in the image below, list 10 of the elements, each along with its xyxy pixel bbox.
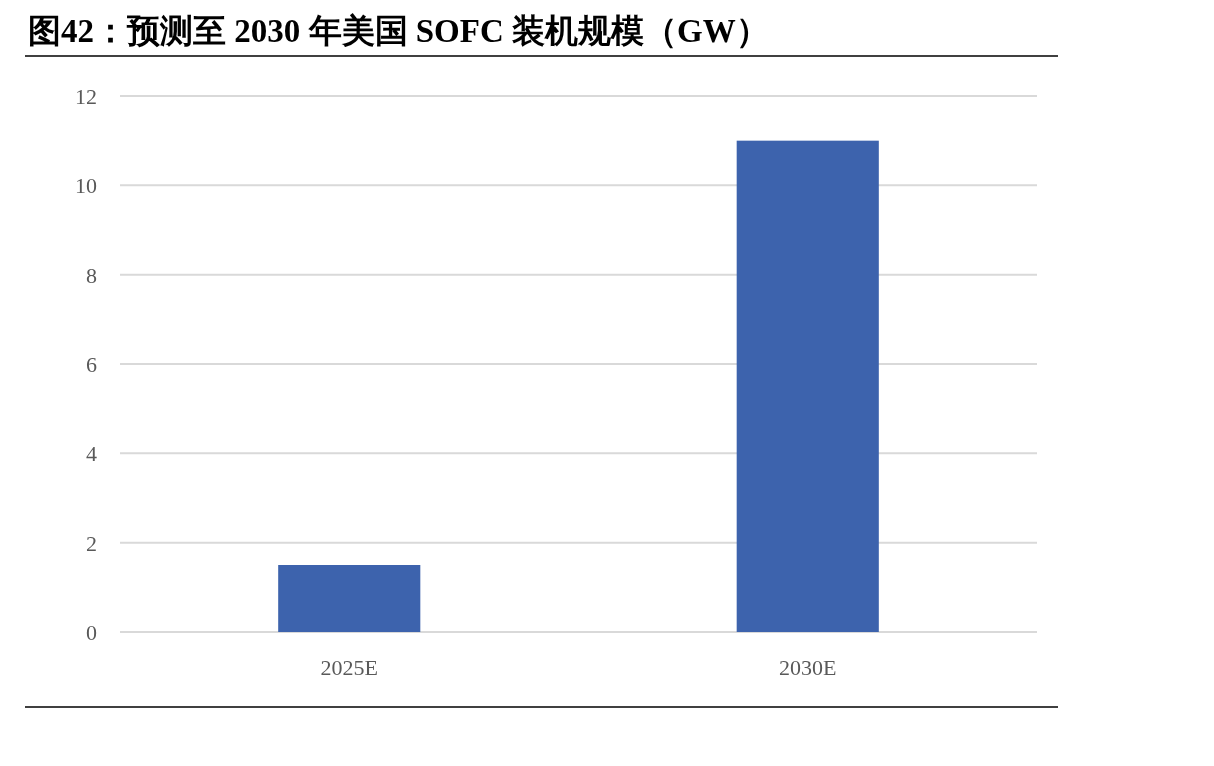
y-tick-label: 8 — [86, 262, 97, 288]
x-tick-label: 2030E — [779, 655, 837, 680]
y-tick-label: 4 — [86, 441, 97, 467]
x-tick-label: 2025E — [320, 655, 378, 680]
chart-title: 图42：预测至 2030 年美国 SOFC 装机规模（GW） — [28, 13, 769, 49]
y-tick-label: 12 — [75, 84, 97, 109]
y-tick-label: 6 — [86, 352, 97, 377]
y-tick-label: 2 — [86, 530, 97, 556]
y-tick-label: 10 — [75, 173, 97, 199]
y-tick-label: 0 — [86, 620, 97, 645]
